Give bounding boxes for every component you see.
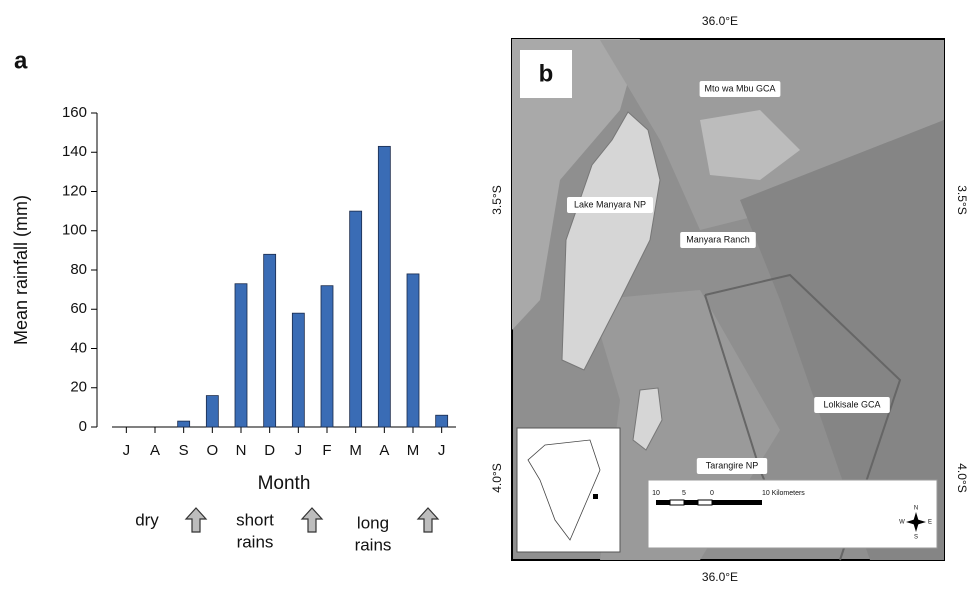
map: [511, 38, 945, 561]
compass-label: S: [914, 535, 918, 541]
bar: [320, 285, 334, 428]
map-label: Manyara Ranch: [686, 234, 750, 244]
lat-label: 4.0°S: [955, 463, 969, 492]
x-tick-label: N: [236, 442, 247, 459]
bar: [205, 395, 219, 428]
y-tick-label: 120: [62, 182, 87, 199]
x-tick-label: M: [349, 442, 362, 459]
map-panel-label: b: [539, 60, 554, 87]
y-tick-label: 40: [70, 339, 87, 356]
season-label: short: [236, 510, 274, 529]
x-tick-label: J: [123, 442, 131, 459]
compass-label: N: [914, 506, 918, 512]
x-tick-label: J: [295, 442, 303, 459]
y-tick-label: 20: [70, 379, 87, 396]
lat-label: 4.0°S: [490, 463, 504, 492]
bar: [234, 283, 248, 428]
scale-label: 10 Kilometers: [762, 490, 805, 497]
y-tick-label: 160: [62, 104, 87, 121]
map-label-box: [680, 232, 756, 248]
map-label: Lolkisale GCA: [823, 399, 880, 409]
x-tick-label: J: [438, 442, 446, 459]
season-label: long: [357, 513, 389, 532]
map-label-box: [696, 458, 768, 474]
bar: [435, 414, 449, 428]
compass-label: W: [899, 520, 905, 526]
season-label: rains: [237, 532, 274, 551]
map-label: Tarangire NP: [706, 460, 759, 470]
bar: [406, 273, 420, 428]
bar: [177, 420, 191, 428]
y-tick-label: 80: [70, 261, 87, 278]
season-label: dry: [135, 510, 159, 529]
scale-label: 5: [682, 490, 686, 497]
lon-label: 36.0°E: [702, 570, 738, 584]
bar: [349, 210, 363, 428]
scale-label: 10: [652, 490, 660, 497]
y-tick-label: 140: [62, 143, 87, 160]
y-tick-label: 0: [79, 418, 87, 435]
x-axis-label: Month: [258, 473, 311, 494]
y-tick-label: 100: [62, 222, 87, 239]
lat-label: 3.5°S: [955, 185, 969, 214]
map-label-box: [567, 197, 653, 213]
map-label-box: [814, 397, 890, 413]
season-label: rains: [355, 535, 392, 554]
map-label-box: [699, 81, 781, 97]
x-tick-label: F: [322, 442, 331, 459]
scale-label: 0: [710, 490, 714, 497]
x-tick-label: O: [206, 442, 218, 459]
x-tick-label: S: [179, 442, 189, 459]
x-tick-label: M: [407, 442, 420, 459]
x-tick-label: D: [264, 442, 275, 459]
compass-label: E: [928, 520, 932, 526]
lon-label: 36.0°E: [702, 14, 738, 28]
bar: [377, 145, 391, 428]
map-label: Mto wa Mbu GCA: [704, 83, 775, 93]
bar: [263, 253, 277, 428]
bar: [291, 312, 305, 428]
y-axis-label: Mean rainfall (mm): [11, 195, 31, 345]
panel-label: a: [14, 47, 28, 74]
map-label: Lake Manyara NP: [574, 199, 646, 209]
arrows: [184, 507, 440, 533]
x-tick-label: A: [150, 442, 160, 459]
lat-label: 3.5°S: [490, 185, 504, 214]
y-tick-label: 60: [70, 300, 87, 317]
x-tick-label: A: [379, 442, 389, 459]
